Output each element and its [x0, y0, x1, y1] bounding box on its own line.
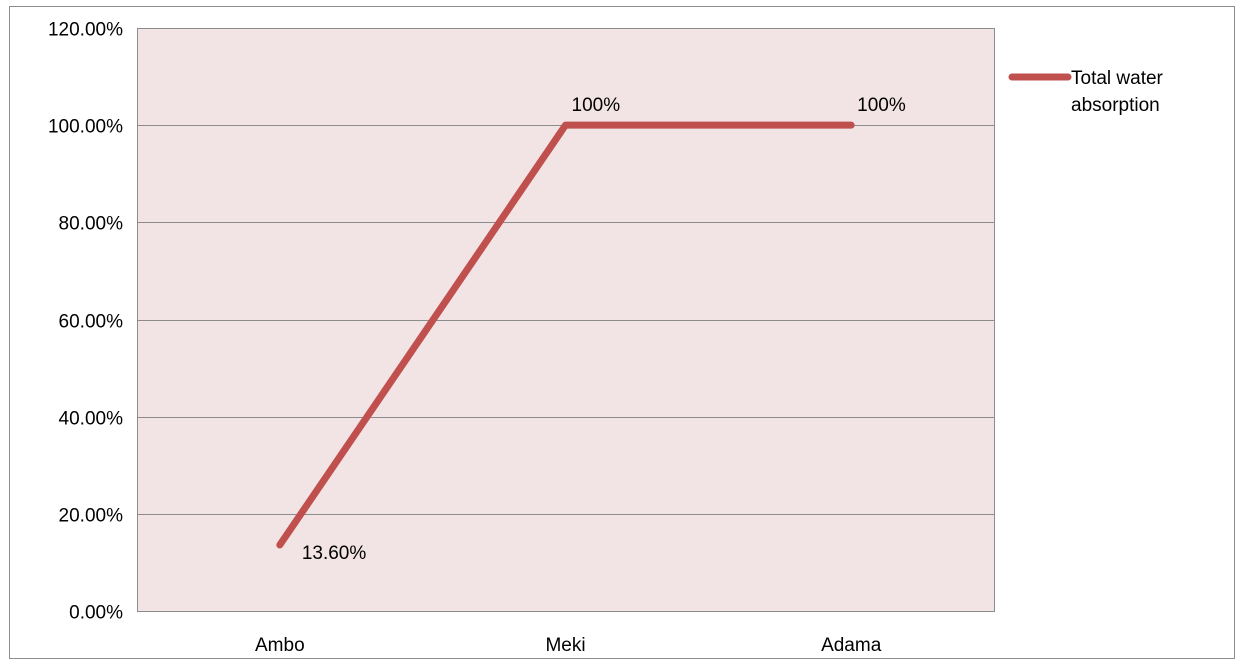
legend-label: absorption — [1071, 95, 1160, 116]
data-label: 13.60% — [302, 543, 367, 564]
y-tick-label: 80.00% — [59, 214, 124, 235]
y-tick-label: 40.00% — [59, 409, 124, 430]
y-tick-label: 120.00% — [48, 20, 123, 41]
legend: Total water absorption — [1008, 68, 1164, 116]
y-axis: 0.00% 20.00% 40.00% 60.00% 80.00% 100.00% 120.… — [48, 20, 123, 624]
series-group — [276, 121, 855, 549]
y-tick-label: 100.00% — [48, 117, 123, 138]
data-label: 100% — [572, 95, 621, 116]
x-tick-label: Ambo — [255, 635, 305, 656]
data-labels: 13.60% 100% 100% — [302, 95, 906, 564]
y-tick-label: 60.00% — [59, 312, 124, 333]
data-label: 100% — [857, 95, 906, 116]
x-tick-label: Meki — [545, 635, 585, 656]
y-tick-label: 20.00% — [59, 506, 124, 527]
legend-label: Total water — [1071, 68, 1164, 89]
x-axis: Ambo Meki Adama — [255, 635, 882, 656]
x-tick-label: Adama — [821, 635, 882, 656]
y-tick-label: 0.00% — [69, 603, 123, 624]
